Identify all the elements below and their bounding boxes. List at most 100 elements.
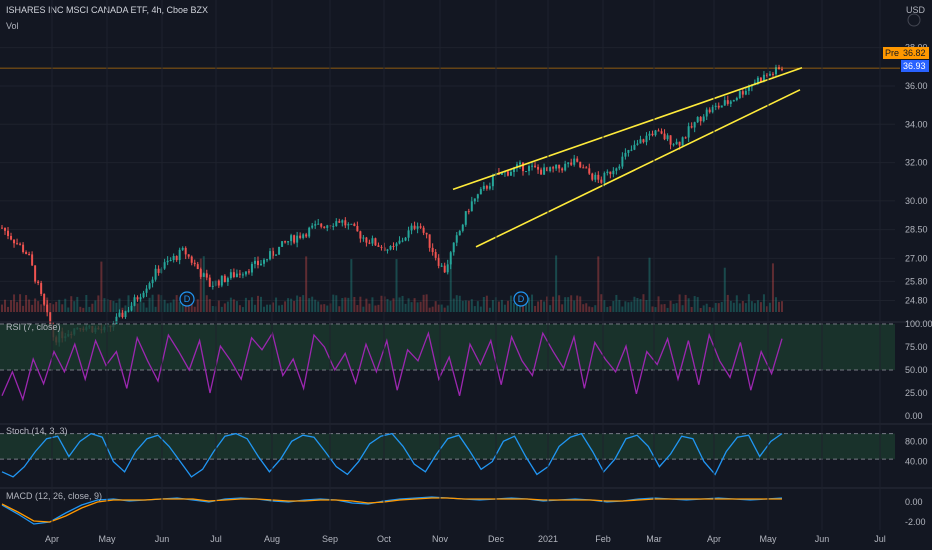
volume-bar	[482, 296, 485, 312]
volume-bar	[299, 296, 302, 312]
candle-body	[675, 141, 678, 145]
volume-bar	[720, 301, 723, 312]
candle-body	[485, 185, 488, 189]
candle-body	[458, 230, 461, 236]
volume-bar	[591, 307, 594, 312]
volume-bar	[356, 305, 359, 312]
volume-bar	[332, 294, 335, 312]
volume-bar	[618, 299, 621, 312]
volume-bar	[425, 294, 428, 312]
volume-bar	[648, 257, 651, 312]
candle-body	[723, 100, 726, 106]
candle-body	[296, 235, 299, 243]
volume-bar	[178, 301, 181, 312]
volume-bar	[711, 307, 714, 312]
volume-bar	[190, 300, 193, 312]
price-pane[interactable]: 38.0036.0034.0032.0030.0028.5027.0025.80…	[0, 43, 928, 347]
candle-body	[389, 246, 392, 250]
candle-body	[380, 246, 383, 248]
candle-body	[738, 91, 741, 99]
volume-bar	[359, 296, 362, 312]
candle-body	[175, 255, 178, 261]
candle-body	[362, 237, 365, 239]
candle-body	[202, 273, 205, 277]
volume-bar	[163, 299, 166, 312]
volume-bar	[70, 296, 73, 312]
y-tick-label: 80.00	[905, 436, 928, 446]
volume-bar	[118, 298, 121, 312]
candle-body	[148, 283, 151, 289]
stoch-pane[interactable]: 80.00 40.00	[0, 423, 932, 478]
y-tick-label: 50.00	[905, 365, 928, 375]
volume-bar	[666, 307, 669, 312]
candle-body	[534, 165, 537, 167]
candle-body	[781, 69, 783, 71]
candle-body	[726, 100, 729, 104]
candle-body	[555, 164, 558, 169]
volume-bar	[229, 297, 232, 312]
time-axis[interactable]: Apr May Jun Jul Aug Sep Oct Nov Dec 2021 Feb Mar Apr…	[45, 0, 886, 544]
volume-bar	[317, 301, 320, 312]
candle-body	[187, 254, 190, 257]
volume-bar	[458, 295, 461, 312]
candle-body	[744, 90, 747, 95]
candle-body	[528, 166, 531, 172]
candle-body	[693, 122, 696, 128]
volume-bar	[100, 261, 103, 312]
candle-body	[266, 259, 269, 261]
volume-bar	[639, 299, 642, 312]
candle-body	[302, 234, 305, 238]
volume-bar	[34, 298, 37, 312]
volume-bar	[744, 303, 747, 312]
volume-bar	[16, 302, 19, 312]
candle-body	[37, 281, 40, 284]
candle-body	[223, 275, 226, 282]
candle-body	[1, 227, 3, 229]
candle-body	[690, 126, 693, 128]
candle-body	[278, 246, 281, 255]
volume-bar	[434, 301, 437, 312]
volume-bar	[576, 295, 579, 312]
volume-bar	[428, 307, 431, 312]
candle-body	[735, 98, 738, 101]
volume-bar	[612, 301, 615, 312]
candle-body	[275, 254, 278, 256]
currency-icon[interactable]	[907, 13, 921, 27]
candle-body	[621, 156, 624, 167]
volume-bar	[275, 297, 278, 312]
candle-body	[16, 243, 19, 245]
volume-bar	[103, 298, 106, 312]
volume-bar	[166, 303, 169, 312]
candle-body	[338, 221, 341, 223]
volume-bar	[654, 307, 657, 312]
candle-body	[636, 143, 639, 145]
y-tick-label: 75.00	[905, 342, 928, 352]
candle-body	[238, 273, 241, 275]
candle-body	[404, 237, 407, 241]
volume-bar	[588, 306, 591, 312]
candle-body	[756, 77, 759, 83]
candle-body	[479, 189, 482, 195]
macd-pane[interactable]: 0.00 -2.00	[0, 487, 932, 527]
candle-body	[711, 106, 714, 113]
rsi-pane[interactable]: 100.00 75.00 50.00 25.00 0.00	[0, 319, 932, 421]
volume-bar	[705, 303, 708, 312]
volume-bar	[732, 302, 735, 312]
volume-bar	[266, 304, 269, 312]
candle-body	[506, 171, 509, 176]
volume-bar	[603, 300, 606, 312]
volume-bar	[762, 294, 765, 312]
candle-body	[416, 226, 419, 229]
volume-bar	[645, 299, 648, 312]
candle-body	[585, 167, 588, 169]
volume-bar	[13, 294, 16, 312]
volume-bar	[133, 305, 136, 312]
candle-body	[455, 235, 458, 243]
candle-body	[250, 263, 253, 273]
candle-body	[482, 185, 485, 190]
volume-bar	[690, 306, 693, 312]
volume-bar	[678, 294, 681, 312]
candle-body	[768, 73, 771, 76]
volume-bar	[31, 304, 34, 312]
